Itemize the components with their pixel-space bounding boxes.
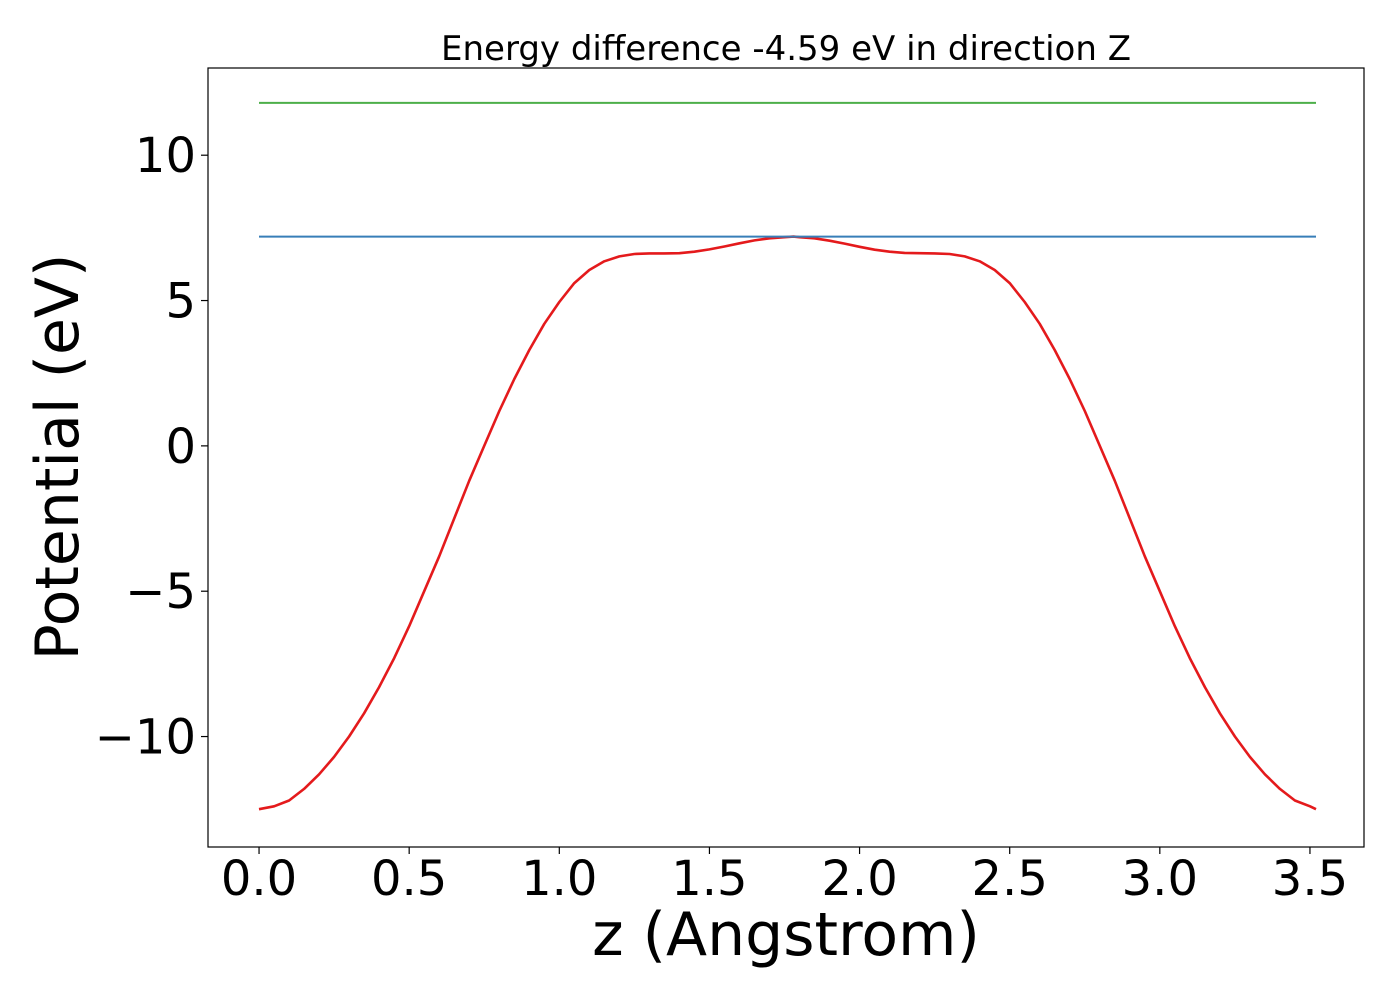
x-axis-label: z (Angstrom) (592, 900, 980, 970)
x-tick-label: 3.5 (1272, 851, 1348, 907)
x-tick-label: 1.5 (671, 851, 747, 907)
x-tick-label: 2.0 (821, 851, 897, 907)
chart-title: Energy difference -4.59 eV in direction … (441, 29, 1131, 69)
y-axis-label: Potential (eV) (23, 254, 93, 661)
x-tick-label: 2.5 (972, 851, 1048, 907)
y-tick-label: −5 (125, 564, 196, 620)
x-tick-label: 0.0 (221, 851, 297, 907)
series-line-1 (258, 235, 1317, 811)
x-tick-label: 1.0 (521, 851, 597, 907)
y-tick-label: −10 (95, 710, 196, 766)
y-tick-label: 0 (165, 419, 196, 475)
y-tick-label: 5 (165, 274, 196, 330)
series-layer (258, 101, 1317, 811)
x-tick-label: 3.0 (1122, 851, 1198, 907)
tick-layer: 0.0 0.5 1.0 1.5 2.0 2.5 3.0 3.5 10 5 0 −5 −10 (95, 128, 1348, 907)
x-tick-label: 0.5 (371, 851, 447, 907)
y-tick-label: 10 (135, 128, 196, 184)
plot-frame (207, 67, 1365, 848)
